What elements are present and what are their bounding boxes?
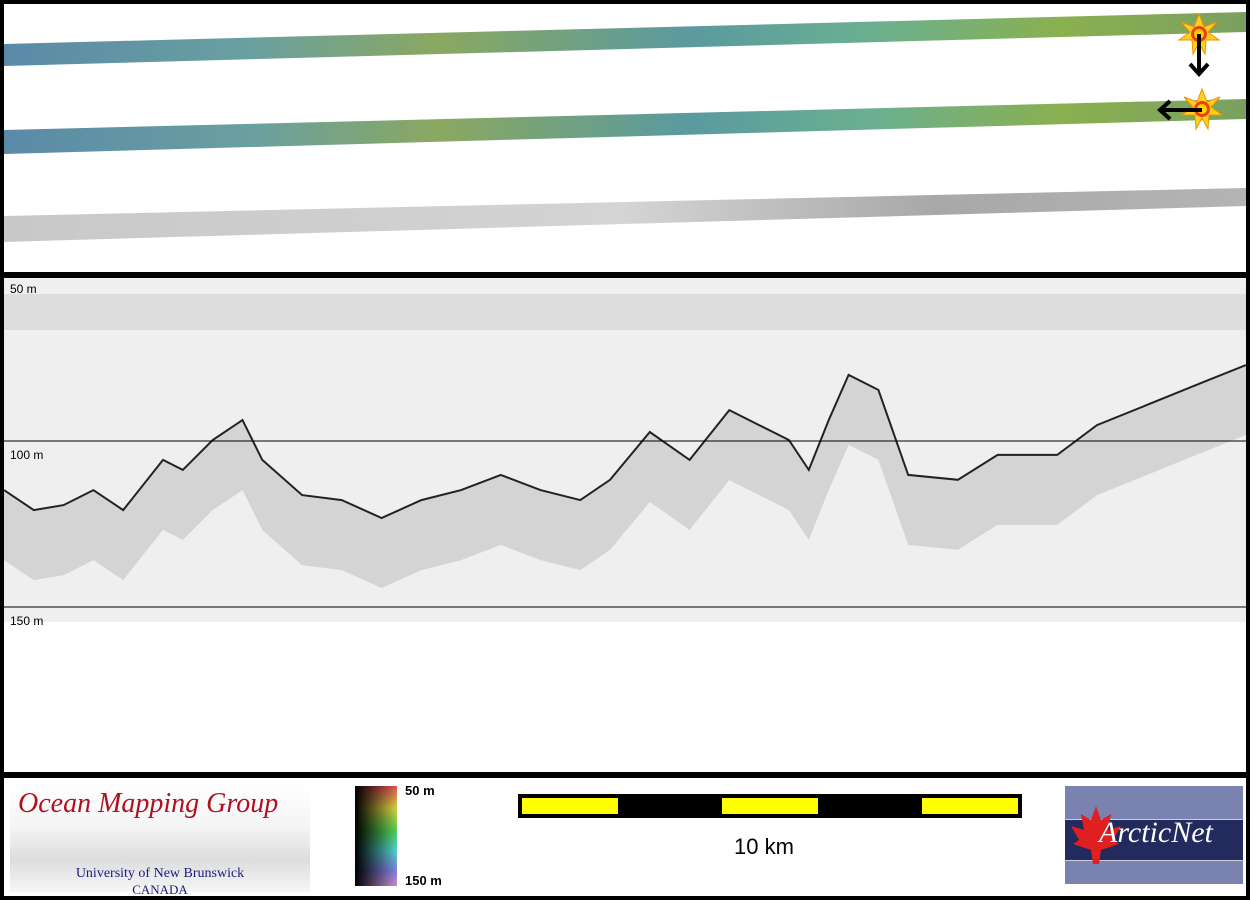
profile-plot	[4, 278, 1246, 772]
colorbar-bottom-label: 150 m	[405, 873, 442, 888]
sediment-fill	[4, 365, 1246, 588]
swath-panel	[4, 4, 1246, 272]
swath-map	[4, 12, 1246, 242]
scale-label: 10 km	[734, 834, 794, 859]
maple-leaf-icon	[1071, 806, 1121, 864]
bathymetry-swath-1	[4, 12, 1246, 66]
logo-title: Ocean Mapping Group	[18, 788, 279, 819]
water-column-noise	[4, 294, 1246, 330]
bathymetry-swath-2	[4, 99, 1246, 154]
arcticnet-text: ArcticNet	[1099, 816, 1213, 849]
scale-bar	[518, 794, 1022, 818]
logo-line2: CANADA	[132, 882, 188, 896]
depth-label-150: 150 m	[10, 614, 44, 628]
depth-label-100: 100 m	[10, 448, 44, 462]
arrow-down-icon	[1188, 34, 1210, 77]
footer-panel: Ocean Mapping Group University of New Br…	[4, 778, 1246, 896]
arrow-left-icon	[1157, 99, 1202, 121]
depth-colorbar	[355, 786, 397, 886]
colorbar-top-label: 50 m	[405, 783, 435, 798]
arcticnet-logo: ArcticNet	[1065, 786, 1243, 884]
depth-label-50: 50 m	[10, 282, 37, 296]
ocean-mapping-group-logo: Ocean Mapping Group University of New Br…	[10, 784, 310, 896]
backscatter-swath	[4, 188, 1246, 242]
logo-line1: University of New Brunswick	[75, 866, 245, 881]
subbottom-profile-panel: 50 m 100 m 150 m	[4, 278, 1246, 772]
seafloor-line	[4, 364, 1246, 520]
